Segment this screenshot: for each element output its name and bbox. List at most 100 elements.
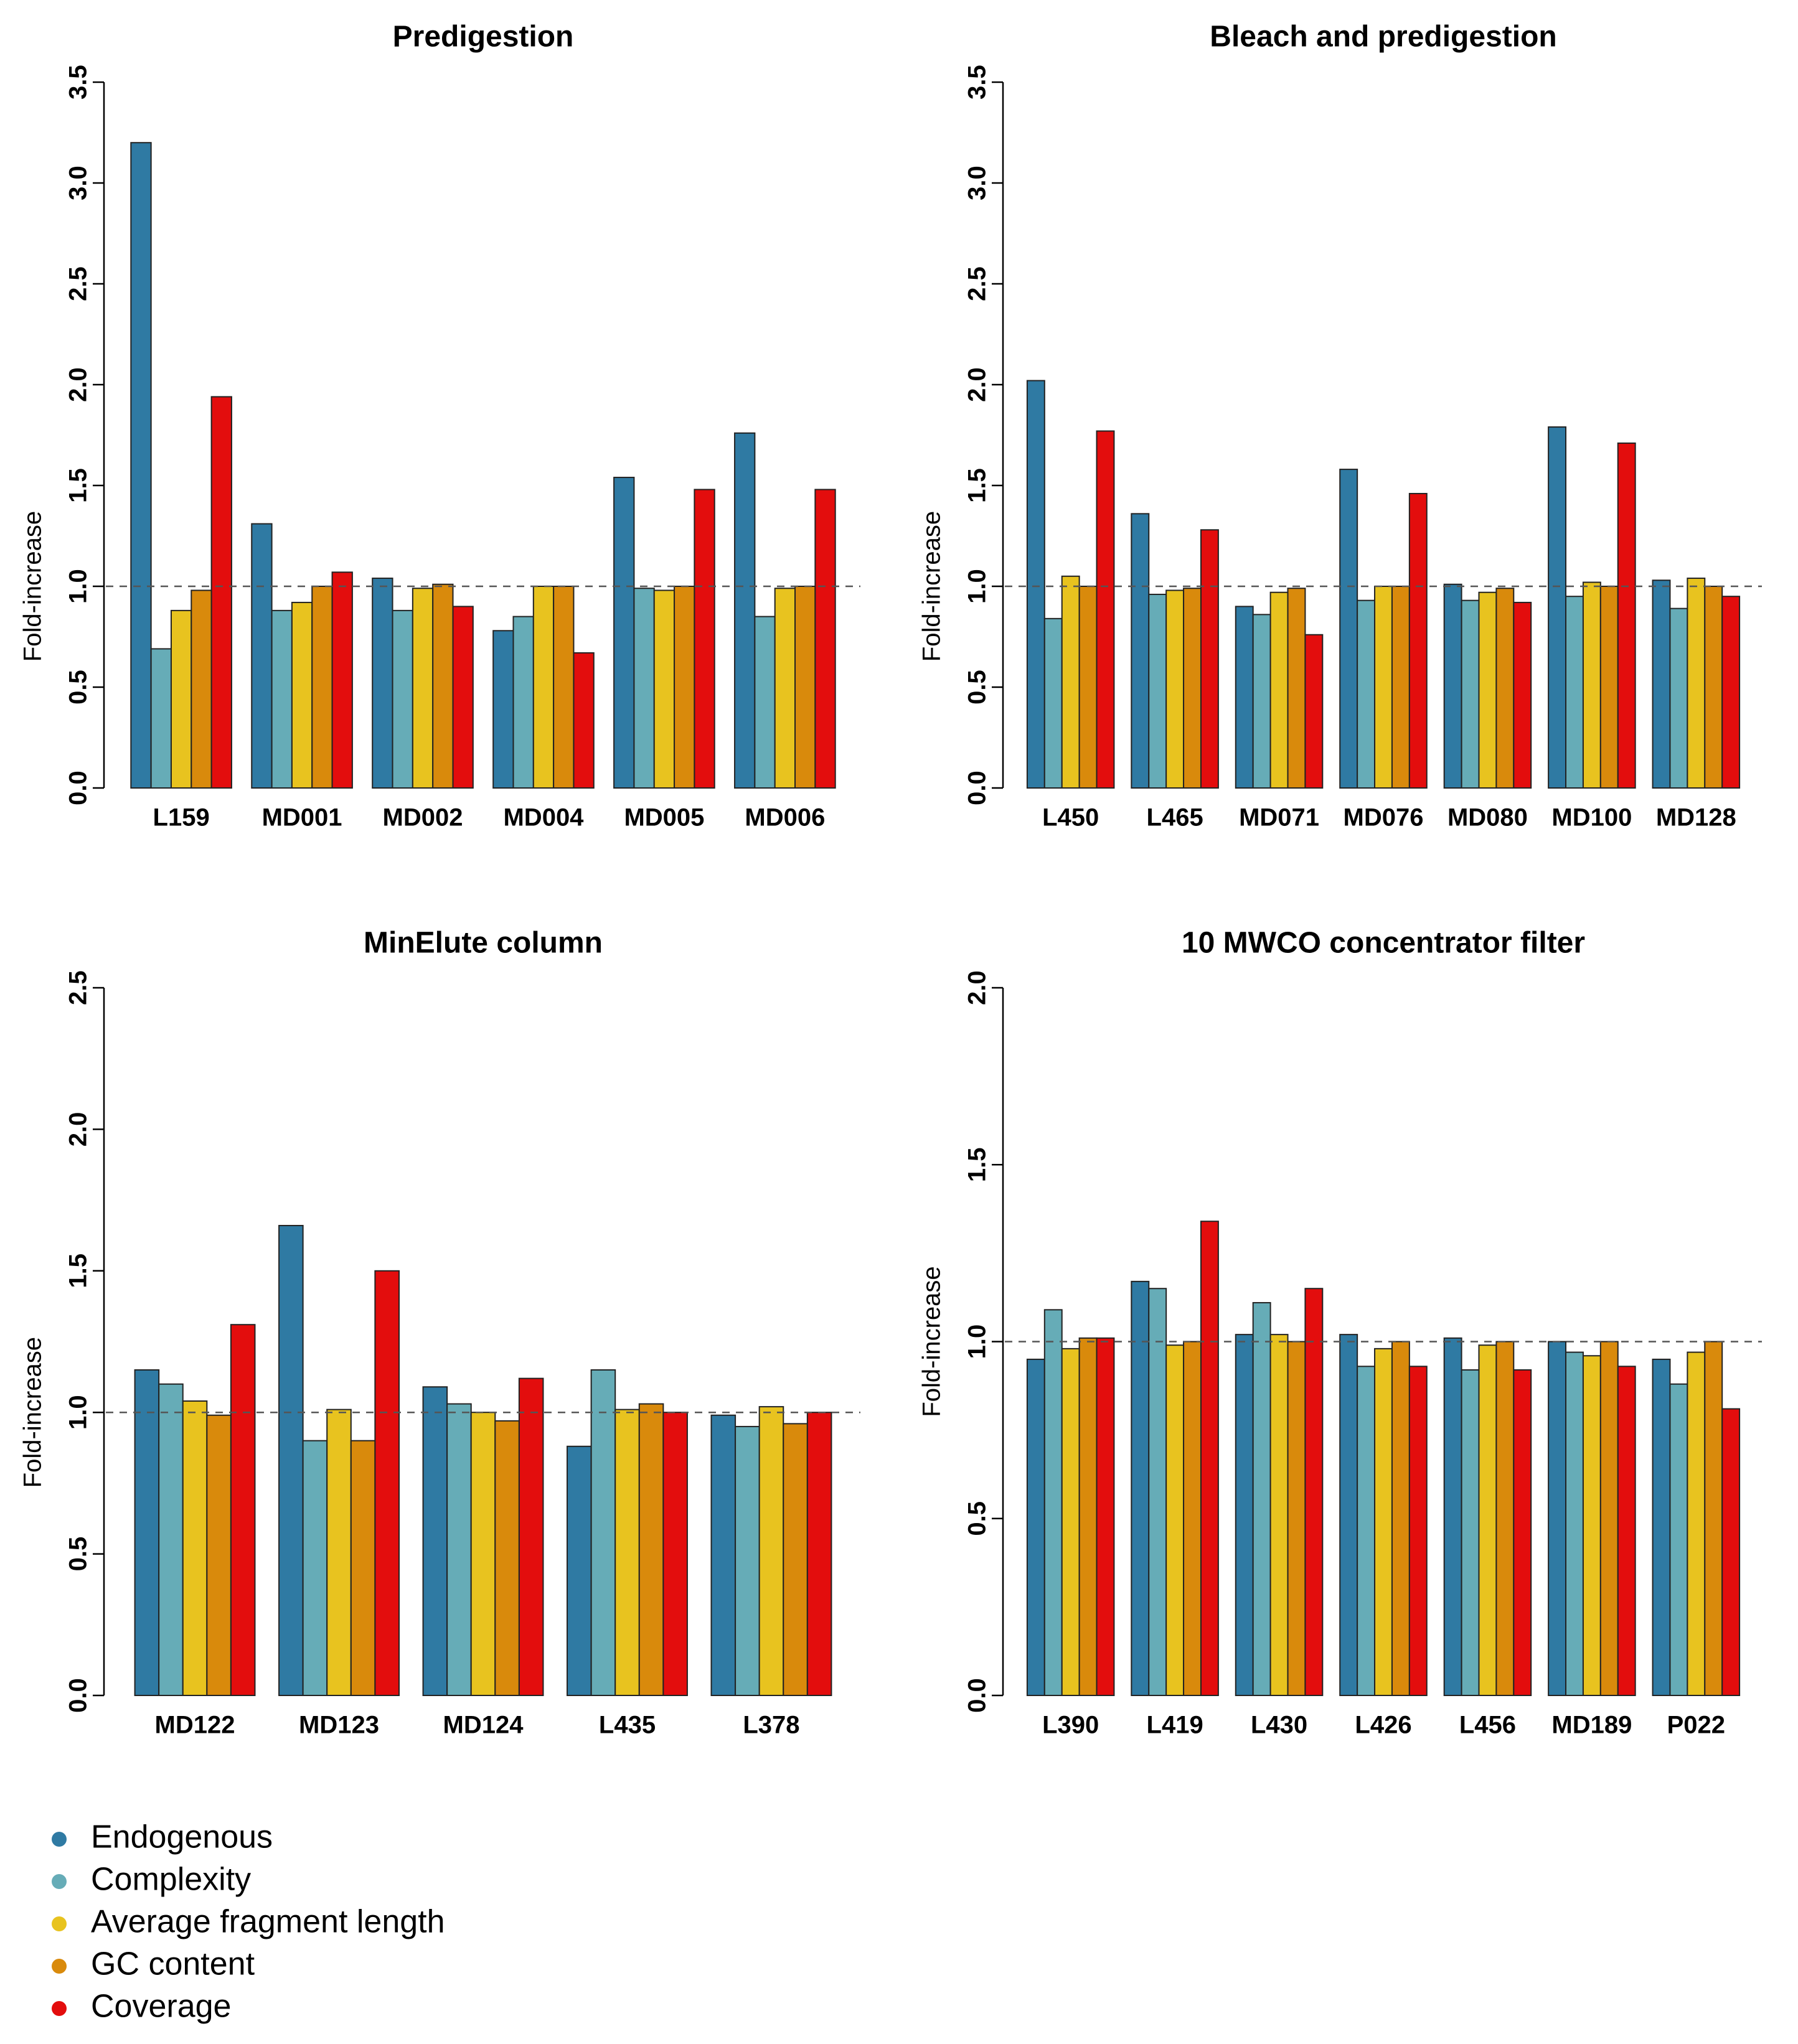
bar-l465-gc-content [1183, 588, 1202, 789]
y-tick-label: 0.5 [65, 1537, 92, 1572]
bar-md076-average-fragment-length [1374, 586, 1393, 789]
bar-l430-average-fragment-length [1269, 1334, 1289, 1696]
bar-md080-average-fragment-length [1478, 591, 1497, 789]
category-label-l390: L390 [1042, 1712, 1099, 1739]
chart-title: MinElute column [364, 927, 603, 960]
bar-md071-gc-content [1287, 588, 1306, 789]
category-label-md071: MD071 [1239, 804, 1319, 832]
bar-md124-complexity [446, 1403, 472, 1696]
bar-l450-gc-content [1078, 586, 1098, 789]
bar-l426-coverage [1408, 1366, 1428, 1696]
category-label-l426: L426 [1355, 1712, 1411, 1739]
bar-md123-gc-content [350, 1440, 376, 1696]
y-tick-label: 1.5 [964, 1147, 991, 1182]
y-tick-label: 3.5 [65, 65, 92, 100]
bar-md071-average-fragment-length [1269, 591, 1289, 789]
bar-md124-coverage [518, 1377, 544, 1697]
bar-md100-average-fragment-length [1582, 581, 1601, 789]
bar-md100-endogenous [1548, 426, 1567, 789]
bar-l159-average-fragment-length [170, 609, 192, 789]
chart-bleach-and-predigestion: Bleach and predigestion 0.0 0.5 1.0 1.5 2.0 2.… [918, 21, 1762, 832]
legend-label-gc-content: GC content [91, 1946, 255, 1982]
bar-l450-average-fragment-length [1061, 575, 1080, 789]
chart-minelute-column: MinElute column 0.0 0.5 1.0 1.5 2.0 2.5 Fold-in… [19, 927, 860, 1739]
y-tick-label: 3.0 [65, 166, 92, 200]
bar-l435-coverage [662, 1412, 688, 1696]
category-label-md189: MD189 [1551, 1712, 1632, 1739]
bar-md004-coverage [573, 652, 595, 789]
chart-title: Predigestion [393, 21, 574, 54]
bar-md002-complexity [392, 609, 413, 789]
category-label-l419: L419 [1147, 1712, 1203, 1739]
category-label-md128: MD128 [1656, 804, 1736, 832]
bar-l435-average-fragment-length [614, 1409, 640, 1697]
bar-l426-average-fragment-length [1374, 1348, 1393, 1697]
bar-l465-complexity [1148, 593, 1167, 789]
bar-md006-endogenous [734, 432, 756, 789]
y-axis-label: Fold-increase [918, 1266, 946, 1417]
bar-md189-coverage [1617, 1366, 1636, 1696]
legend-marker-complexity [52, 1874, 67, 1889]
bar-l465-average-fragment-length [1165, 589, 1185, 789]
bar-md122-coverage [230, 1324, 256, 1696]
bar-l159-complexity [150, 648, 172, 789]
bar-md189-average-fragment-length [1582, 1355, 1601, 1696]
category-label-l159: L159 [153, 804, 210, 832]
bar-l159-coverage [210, 396, 232, 789]
y-tick-label: 1.0 [65, 1395, 92, 1430]
bar-l419-gc-content [1183, 1341, 1202, 1696]
bar-md071-complexity [1252, 614, 1271, 789]
legend-marker-endogenous [52, 1832, 67, 1847]
bar-md128-complexity [1669, 607, 1688, 789]
bar-l378-gc-content [783, 1423, 808, 1697]
bar-md128-gc-content [1704, 586, 1723, 789]
chart-10-mwco-concentrator-filter: 10 MWCO concentrator filter 0.0 0.5 1.0 1.5 2… [918, 927, 1762, 1739]
y-tick-label: 2.0 [65, 1112, 92, 1147]
bar-md189-complexity [1565, 1351, 1584, 1696]
y-tick-label: 3.0 [964, 166, 991, 200]
bar-md189-gc-content [1599, 1341, 1619, 1696]
category-label-md122: MD122 [155, 1712, 235, 1739]
bar-md122-endogenous [134, 1369, 160, 1696]
bar-md004-complexity [512, 616, 534, 789]
bar-md005-gc-content [674, 586, 695, 789]
bar-md006-gc-content [794, 586, 816, 789]
y-tick-label: 1.5 [964, 468, 991, 503]
bar-md080-endogenous [1443, 583, 1462, 789]
bar-md006-coverage [814, 489, 836, 789]
chart-title: Bleach and predigestion [1210, 21, 1556, 54]
y-tick-label: 2.0 [964, 970, 991, 1005]
bar-l456-complexity [1461, 1369, 1480, 1696]
bar-md001-gc-content [311, 586, 333, 789]
category-label-md002: MD002 [383, 804, 463, 832]
category-label-md100: MD100 [1551, 804, 1632, 832]
bar-md005-endogenous [613, 477, 635, 789]
bar-md128-endogenous [1652, 579, 1671, 789]
category-label-l430: L430 [1251, 1712, 1307, 1739]
bar-l378-average-fragment-length [758, 1406, 784, 1696]
bar-md123-coverage [374, 1270, 400, 1697]
y-tick-label: 2.5 [65, 266, 92, 301]
legend-label-average-fragment-length: Average fragment length [91, 1904, 445, 1940]
y-tick-label: 2.0 [964, 367, 991, 402]
bar-l456-gc-content [1495, 1341, 1515, 1696]
bar-p022-gc-content [1704, 1341, 1723, 1696]
bar-md005-complexity [633, 588, 655, 789]
legend-marker-coverage [52, 2001, 67, 2016]
bar-l430-endogenous [1235, 1334, 1254, 1696]
category-label-md006: MD006 [745, 804, 825, 832]
bar-md076-gc-content [1391, 586, 1410, 789]
y-tick-label: 3.5 [964, 65, 991, 100]
bar-md124-gc-content [494, 1420, 520, 1696]
category-label-l450: L450 [1042, 804, 1099, 832]
category-label-l456: L456 [1459, 1712, 1516, 1739]
y-axis-label: Fold-increase [19, 511, 47, 662]
bar-md001-average-fragment-length [291, 601, 313, 789]
bar-md080-coverage [1513, 601, 1532, 789]
y-tick-label: 1.0 [65, 569, 92, 604]
bar-l390-coverage [1096, 1337, 1115, 1696]
bar-l430-complexity [1252, 1301, 1271, 1697]
bar-md122-complexity [158, 1383, 184, 1696]
bar-l426-complexity [1357, 1366, 1376, 1696]
bar-l430-coverage [1304, 1288, 1324, 1697]
